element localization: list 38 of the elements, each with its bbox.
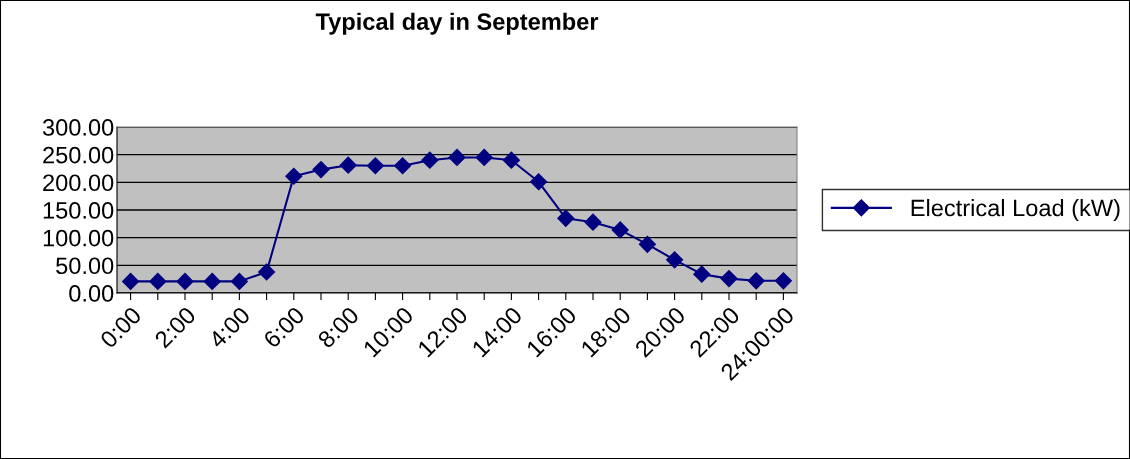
point: [747, 272, 765, 290]
point: [394, 157, 412, 175]
legend-label: Electrical Load (kW): [911, 199, 1120, 221]
point: [611, 221, 629, 239]
y-tick-label: 150.00: [43, 202, 114, 219]
point: [149, 272, 167, 290]
chart-title: Typical day in September: [315, 12, 599, 35]
point: [584, 213, 602, 231]
point: [421, 151, 439, 169]
point: [666, 251, 684, 269]
point: [638, 235, 656, 253]
y-tick-label: 50.00: [56, 257, 114, 275]
point: [230, 272, 248, 290]
x-tick-label: 4:00: [207, 305, 252, 350]
point: [285, 167, 303, 185]
point: [774, 272, 792, 290]
point: [339, 156, 357, 174]
y-tick-label: 250.00: [43, 146, 114, 164]
point: [530, 173, 548, 191]
point: [176, 272, 194, 290]
point: [122, 272, 140, 290]
point: [312, 161, 330, 179]
point: [502, 151, 520, 169]
point: [475, 148, 493, 166]
y-tick-label: 300.00: [42, 119, 114, 136]
point: [557, 209, 575, 227]
point: [448, 148, 466, 166]
point: [366, 157, 384, 175]
point: [693, 265, 711, 283]
point: [258, 263, 276, 281]
y-tick-label: 200.00: [43, 174, 114, 192]
point: [203, 272, 221, 290]
x-tick-label: 6:00: [262, 305, 306, 349]
point: [720, 270, 738, 288]
x-tick-label: 8:00: [316, 305, 360, 349]
y-tick-label: 100.00: [43, 229, 114, 247]
y-tick-label: 0.00: [69, 285, 114, 302]
x-tick-label: 0:00: [99, 305, 143, 349]
